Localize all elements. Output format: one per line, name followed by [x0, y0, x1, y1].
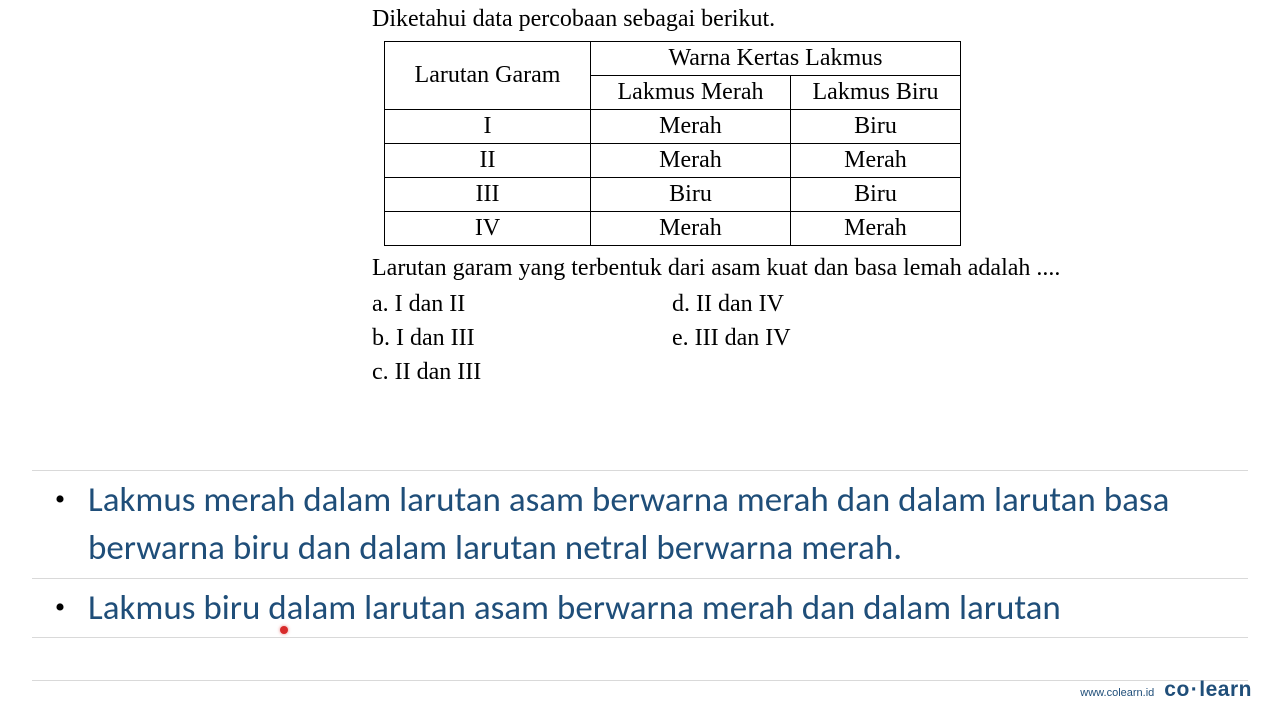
cell-red: Biru	[591, 178, 791, 212]
option-c: c. II dan III	[372, 356, 672, 390]
option-d: d. II dan IV	[672, 288, 791, 322]
cell-blue: Merah	[791, 212, 961, 246]
data-table: Larutan Garam Warna Kertas Lakmus Lakmus…	[384, 41, 961, 246]
table-row: III Biru Biru	[385, 178, 961, 212]
bullet-text: Lakmus biru dalam larutan asam berwarna …	[88, 584, 1248, 632]
cell-red: Merah	[591, 110, 791, 144]
option-e: e. III dan IV	[672, 322, 791, 356]
th-group: Warna Kertas Lakmus	[591, 42, 961, 76]
intro-text: Diketahui data percobaan sebagai berikut…	[372, 6, 1092, 33]
question-block: Diketahui data percobaan sebagai berikut…	[372, 6, 1092, 389]
cell-salt: IV	[385, 212, 591, 246]
th-blue: Lakmus Biru	[791, 76, 961, 110]
cell-salt: III	[385, 178, 591, 212]
bullet-marker: •	[32, 584, 88, 629]
brand-logo: co·learn	[1164, 678, 1252, 702]
laser-pointer-icon	[280, 626, 288, 634]
options-right: d. II dan IV e. III dan IV	[672, 288, 791, 389]
bullet-item: • Lakmus merah dalam larutan asam berwar…	[32, 471, 1248, 578]
cell-blue: Merah	[791, 144, 961, 178]
logo-dot-icon: ·	[1191, 678, 1199, 701]
footer: www.colearn.id co·learn	[1080, 678, 1252, 702]
cell-red: Merah	[591, 212, 791, 246]
option-a: a. I dan II	[372, 288, 672, 322]
th-salt: Larutan Garam	[385, 42, 591, 110]
bullet-text: Lakmus merah dalam larutan asam berwarna…	[88, 476, 1248, 573]
table-row: I Merah Biru	[385, 110, 961, 144]
bullet-marker: •	[32, 476, 88, 521]
logo-right: learn	[1199, 678, 1252, 701]
question-text: Larutan garam yang terbentuk dari asam k…	[372, 252, 1092, 284]
logo-left: co	[1164, 678, 1190, 701]
option-b: b. I dan III	[372, 322, 672, 356]
cell-blue: Biru	[791, 178, 961, 212]
notes-area: • Lakmus merah dalam larutan asam berwar…	[32, 470, 1248, 681]
table-row: II Merah Merah	[385, 144, 961, 178]
cell-red: Merah	[591, 144, 791, 178]
cell-blue: Biru	[791, 110, 961, 144]
options-left: a. I dan II b. I dan III c. II dan III	[372, 288, 672, 389]
table-row: IV Merah Merah	[385, 212, 961, 246]
rule	[32, 680, 1248, 681]
cell-salt: II	[385, 144, 591, 178]
footer-url: www.colearn.id	[1080, 687, 1154, 699]
th-red: Lakmus Merah	[591, 76, 791, 110]
options-block: a. I dan II b. I dan III c. II dan III d…	[372, 288, 1092, 389]
bullet-item: • Lakmus biru dalam larutan asam berwarn…	[32, 579, 1248, 637]
cell-salt: I	[385, 110, 591, 144]
